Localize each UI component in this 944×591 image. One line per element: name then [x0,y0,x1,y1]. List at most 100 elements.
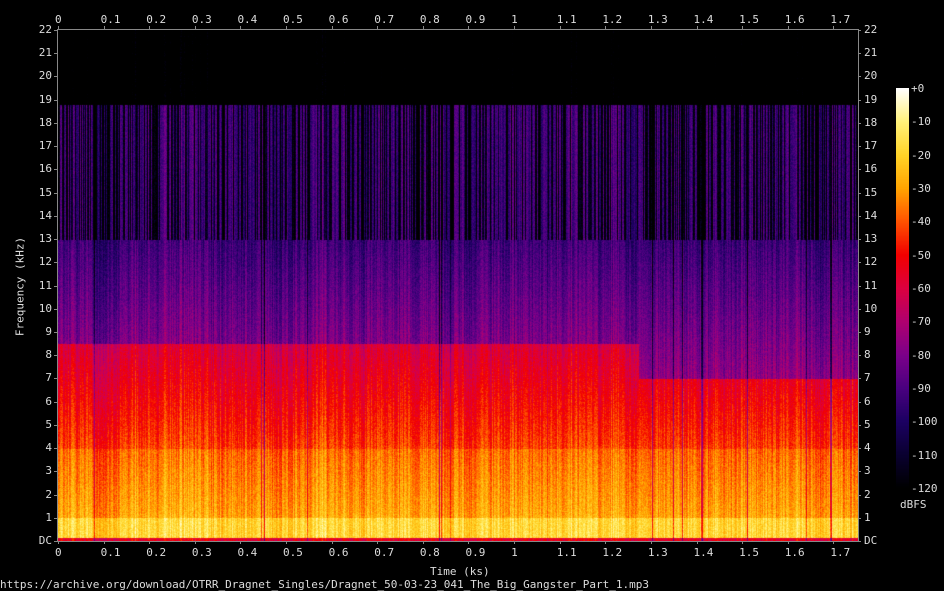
y-tick-label: 9 [864,324,871,338]
plot-frame [57,29,859,542]
x-tick-mark [787,26,789,29]
y-tick-mark [54,401,57,403]
x-tick-label: 0.5 [283,13,303,26]
y-tick-mark [858,239,861,241]
x-tick-label: 0.3 [191,13,212,26]
x-tick-label: 1.5 [739,13,760,26]
colorbar-tick-label: -100 [911,415,938,429]
y-tick-mark [858,517,861,519]
colorbar-tick-label: +0 [911,82,925,95]
x-tick-mark [742,541,744,544]
x-tick-mark [331,541,333,544]
x-tick-label: 1.7 [830,13,851,26]
x-tick-mark [377,26,379,29]
x-tick-label: 1.2 [602,13,623,26]
x-tick-mark [468,26,470,29]
x-tick-mark [422,541,424,544]
x-tick-mark [194,541,196,544]
x-tick-mark [742,26,744,29]
x-tick-label: 1.1 [556,13,577,26]
x-tick-mark [605,26,607,29]
y-tick-label: 21 [38,46,52,60]
y-tick-label: 7 [45,371,52,385]
y-tick-mark [858,169,861,171]
y-tick-mark [54,262,57,264]
x-tick-mark [149,26,151,29]
y-tick-mark [858,146,861,148]
y-tick-mark [54,122,57,124]
x-tick-label: 1.3 [647,13,668,26]
x-tick-label: 1.3 [647,546,668,559]
x-tick-label: 0.1 [100,13,121,26]
x-tick-label: 0.2 [146,13,167,26]
x-tick-label: 0.4 [237,13,258,26]
y-tick-label: 8 [864,348,871,362]
x-tick-mark [58,26,59,29]
y-tick-mark [54,239,57,241]
x-tick-mark [422,26,424,29]
x-tick-label: 0.3 [191,546,212,559]
x-tick-mark [696,26,698,29]
colorbar-tick-label: -110 [911,448,938,462]
x-tick-label: 0.4 [237,546,258,559]
x-tick-label: 0.1 [100,546,121,559]
x-tick-label: 1.6 [784,13,805,26]
colorbar-tick-label: -90 [911,382,931,395]
y-tick-mark [54,355,57,357]
y-tick-label: 10 [38,301,52,315]
x-tick-label: 0.5 [283,546,303,559]
colorbar-tick-label: -60 [911,282,931,295]
x-tick-label: 0 [55,13,62,26]
x-tick-mark [833,541,835,544]
y-tick-label: 11 [864,278,878,292]
y-tick-mark [54,378,57,380]
x-tick-label: 1.4 [693,13,714,26]
x-tick-mark [696,541,698,544]
colorbar-tick-label: -10 [911,115,931,129]
y-tick-mark [54,169,57,171]
y-tick-mark [858,401,861,403]
y-axis-label: Frequency (kHz) [13,236,27,337]
y-tick-mark [54,517,57,519]
x-tick-mark [559,26,561,29]
y-tick-mark [858,471,861,473]
x-tick-mark [787,541,789,544]
y-tick-mark [858,448,861,450]
colorbar [896,88,909,488]
y-tick-label: 16 [38,162,52,176]
y-tick-label: 2 [45,487,52,501]
y-tick-label: 1 [864,510,871,524]
x-tick-mark [605,541,607,544]
y-tick-label: 15 [38,185,52,199]
y-tick-mark [54,308,57,310]
y-tick-mark [858,215,861,217]
x-tick-label: 1 [511,13,518,26]
y-tick-mark [858,262,861,264]
y-tick-mark [54,331,57,333]
x-tick-label: 0.6 [328,13,349,26]
x-tick-mark [286,26,288,29]
colorbar-label: dBFS [900,498,927,511]
x-tick-label: 1.7 [830,546,851,559]
y-tick-label: 14 [864,208,878,222]
y-tick-mark [54,99,57,101]
x-tick-label: 0.2 [146,546,167,559]
x-tick-label: 1.5 [739,546,760,559]
x-tick-mark [58,541,59,544]
x-tick-label: 1.2 [602,546,623,559]
y-tick-mark [54,76,57,78]
y-tick-label: 12 [38,255,52,269]
x-tick-mark [240,26,242,29]
x-tick-mark [650,26,652,29]
y-tick-label: 6 [864,394,871,408]
colorbar-tick-label: -50 [911,248,931,262]
y-tick-label: 4 [864,441,871,455]
y-tick-mark [858,355,861,357]
y-tick-label: 20 [38,69,52,83]
y-tick-mark [858,378,861,380]
x-tick-label: 0.8 [419,546,440,559]
y-tick-label: 5 [864,417,871,431]
y-tick-label: 17 [38,139,52,153]
x-tick-label: 0.9 [465,13,486,26]
y-tick-label: 16 [864,162,878,176]
